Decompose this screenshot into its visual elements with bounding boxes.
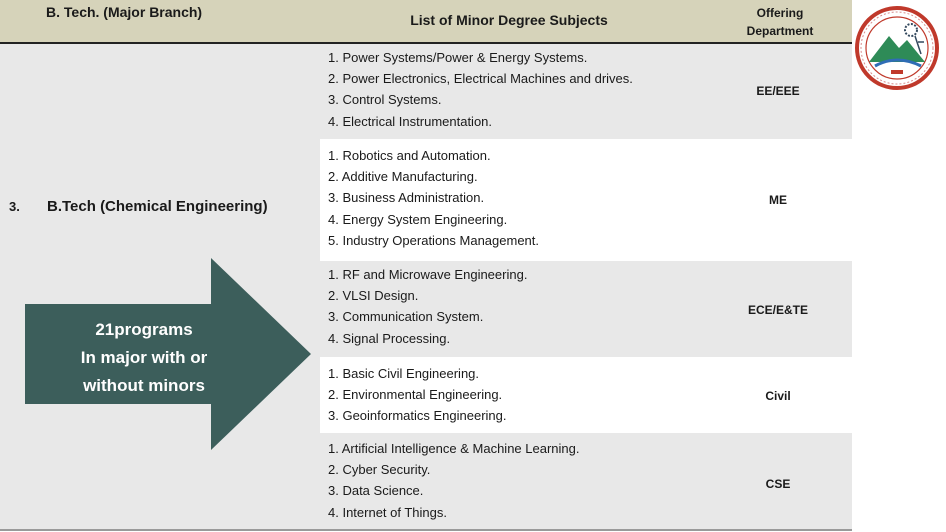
subject-item: 3. Data Science. (328, 483, 424, 499)
offering-department: CSE (765, 477, 791, 491)
arrow-callout-text: 21programs In major with or without mino… (28, 316, 260, 400)
table-bottom-rule (0, 529, 852, 531)
minor-row-me: 1. Robotics and Automation. 2. Additive … (320, 139, 852, 261)
header-major-branch: B. Tech. (Major Branch) (46, 4, 203, 20)
subject-item: 3. Control Systems. (328, 92, 442, 108)
header-dept-line1: Offering (756, 6, 804, 20)
offering-department: EE/EEE (756, 84, 800, 98)
subject-list: 1. Robotics and Automation. 2. Additive … (328, 145, 539, 251)
subject-item: 5. Industry Operations Management. (328, 232, 540, 248)
subject-item: 1. Power Systems/Power & Energy Systems. (328, 50, 588, 65)
minor-row-cse: 1. Artificial Intelligence & Machine Lea… (320, 433, 852, 529)
subject-item: 1. RF and Microwave Engineering. (328, 267, 528, 282)
header-minor-subjects: List of Minor Degree Subjects (410, 12, 608, 28)
arrow-line-1: 21programs (95, 320, 193, 339)
offering-department: Civil (765, 389, 791, 403)
subject-item: 2. Power Electronics, Electrical Machine… (328, 71, 633, 87)
subject-item: 4. Energy System Engineering. (328, 211, 508, 227)
subject-item: 2. VLSI Design. (328, 288, 419, 304)
subject-item: 2. Additive Manufacturing. (328, 169, 478, 185)
university-seal-icon (855, 6, 939, 90)
subject-item: 2. Cyber Security. (328, 462, 431, 478)
subject-item: 4. Internet of Things. (328, 504, 447, 520)
branch-column (0, 44, 320, 530)
arrow-line-2: In major with or (80, 348, 208, 367)
header-dept-line2: Department (746, 24, 814, 38)
subject-item: 2. Environmental Engineering. (328, 387, 503, 403)
subject-item: 1. Basic Civil Engineering. (328, 366, 480, 381)
offering-department: ME (769, 193, 787, 207)
subject-list: 1. Artificial Intelligence & Machine Lea… (328, 438, 579, 523)
subject-item: 4. Electrical Instrumentation. (328, 113, 493, 129)
table-header: B. Tech. (Major Branch) List of Minor De… (0, 0, 852, 44)
offering-department: ECE/E&TE (747, 303, 808, 317)
subject-item: 3. Communication System. (328, 309, 484, 325)
minor-row-civil: 1. Basic Civil Engineering. 2. Environme… (320, 357, 852, 433)
subject-item: 1. Robotics and Automation. (328, 148, 491, 163)
minor-row-ece: 1. RF and Microwave Engineering. 2. VLSI… (320, 261, 852, 357)
subject-list: 1. Power Systems/Power & Energy Systems.… (328, 47, 633, 132)
arrow-line-3: without minors (83, 376, 205, 395)
subject-list: 1. Basic Civil Engineering. 2. Environme… (328, 363, 506, 427)
major-branch-name: B.Tech (Chemical Engineering) (47, 198, 268, 215)
minor-row-ee: 1. Power Systems/Power & Energy Systems.… (320, 44, 852, 139)
subject-list: 1. RF and Microwave Engineering. 2. VLSI… (328, 264, 527, 349)
arrow-callout-shape (25, 258, 311, 450)
row-number: 3. (9, 199, 20, 214)
subject-item: 3. Business Administration. (328, 190, 485, 206)
header-offering-department: Offering Department (740, 4, 820, 40)
subject-item: 4. Signal Processing. (328, 330, 451, 346)
subject-item: 3. Geoinformatics Engineering. (328, 408, 507, 424)
subject-item: 1. Artificial Intelligence & Machine Lea… (328, 441, 580, 456)
